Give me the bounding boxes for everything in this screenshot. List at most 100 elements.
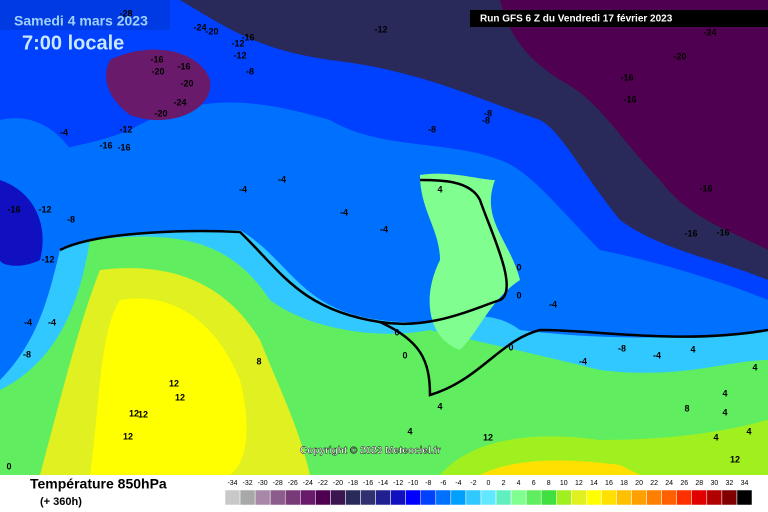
map-label: 8 (256, 356, 261, 366)
copyright: Copyright © 2023 Meteociel.fr (300, 446, 441, 457)
map-label: -24 (703, 27, 716, 37)
map-label: -4 (579, 356, 587, 366)
legend-label: 16 (605, 480, 613, 487)
map-label: -4 (340, 207, 348, 217)
legend-swatch (676, 489, 693, 506)
legend-swatch (420, 489, 437, 506)
legend-label: 22 (650, 480, 658, 487)
map-label: 8 (684, 403, 689, 413)
map-label: -16 (7, 204, 20, 214)
map-label: 12 (123, 431, 133, 441)
date: Samedi 4 mars 2023 (14, 13, 148, 29)
legend-swatch (571, 489, 587, 506)
map-label: -12 (231, 38, 244, 48)
map-label: -8 (482, 115, 490, 125)
map-label: 12 (483, 432, 493, 442)
map-label: 4 (437, 401, 442, 411)
legend-swatch (510, 489, 527, 506)
map-label: -4 (653, 350, 661, 360)
map-label: -8 (246, 66, 254, 76)
legend-label: -34 (227, 480, 237, 487)
legend-label: -4 (455, 480, 461, 487)
map-label: -8 (67, 214, 75, 224)
legend-swatch (239, 489, 256, 506)
map-label: 12 (175, 392, 185, 402)
map-label: -16 (99, 140, 112, 150)
run-info: Run GFS 6 Z du Vendredi 17 février 2023 (480, 14, 673, 25)
map-label: -4 (380, 224, 388, 234)
map-label: -8 (23, 349, 31, 359)
legend-label: 14 (590, 480, 598, 487)
legend-swatch (631, 489, 647, 506)
legend-swatch (330, 489, 346, 506)
map-background (0, 0, 768, 475)
legend-label: 30 (710, 480, 718, 487)
legend-label: 8 (547, 480, 551, 487)
legend-swatch (450, 489, 467, 506)
legend-swatch (224, 489, 241, 506)
map-label: -20 (154, 108, 167, 118)
legend-swatch (254, 489, 271, 506)
legend-swatch (586, 489, 602, 506)
legend-swatch (345, 489, 361, 506)
legend-label: 34 (741, 480, 749, 487)
legend-swatch (465, 489, 482, 506)
legend-label: -30 (258, 480, 268, 487)
legend-label: -22 (318, 480, 328, 487)
legend-swatch (601, 489, 617, 506)
map-label: 4 (713, 432, 718, 442)
legend-swatch (375, 489, 391, 506)
legend-swatch (269, 489, 286, 506)
legend-label: -24 (303, 480, 313, 487)
map-label: -4 (48, 317, 56, 327)
map-label: 0 (6, 461, 11, 471)
map-label: 0 (402, 350, 407, 360)
map-label: -4 (239, 184, 247, 194)
legend-label: 26 (680, 480, 688, 487)
legend-label: -2 (470, 480, 476, 487)
map-label: -4 (60, 127, 68, 137)
map-label: -16 (684, 228, 697, 238)
legend-label: 2 (502, 480, 506, 487)
legend-label: -20 (333, 480, 343, 487)
legend-swatch (390, 489, 406, 506)
map-label: -16 (241, 32, 254, 42)
map-label: -28 (119, 8, 132, 18)
map-label: -16 (623, 94, 636, 104)
legend-swatch (616, 489, 632, 506)
map-label: -12 (41, 254, 54, 264)
map-label: -20 (151, 66, 164, 76)
map-label: -16 (117, 142, 130, 152)
legend-label: -28 (273, 480, 283, 487)
map-label: 0 (516, 290, 521, 300)
map-label: 0 (516, 262, 521, 272)
map-label: -20 (205, 26, 218, 36)
legend-label: 32 (726, 480, 734, 487)
map-label: -16 (177, 61, 190, 71)
map-label: -8 (618, 343, 626, 353)
map-label: 12 (138, 409, 148, 419)
header-box (0, 0, 170, 30)
map-label: 12 (169, 378, 179, 388)
map-label: -12 (119, 124, 132, 134)
map-label: 4 (722, 388, 727, 398)
map-label: -20 (180, 78, 193, 88)
legend-swatch (525, 489, 542, 506)
map-label: -16 (150, 54, 163, 64)
map-label: 4 (722, 407, 727, 417)
legend-swatch (315, 489, 331, 506)
legend-swatch (480, 489, 497, 506)
legend-swatch (540, 489, 557, 506)
map-label: -16 (699, 183, 712, 193)
map-label: 4 (690, 344, 695, 354)
legend-swatch (706, 489, 723, 506)
lead-time: (+ 360h) (40, 496, 82, 508)
map-label: 4 (407, 426, 412, 436)
legend-label: 6 (532, 480, 536, 487)
legend-swatch (300, 489, 316, 506)
map-label: 0 (394, 327, 399, 337)
map-label: 12 (730, 454, 740, 464)
legend-label: 24 (665, 480, 673, 487)
map-label: 4 (746, 426, 751, 436)
map-label: -4 (549, 299, 557, 309)
